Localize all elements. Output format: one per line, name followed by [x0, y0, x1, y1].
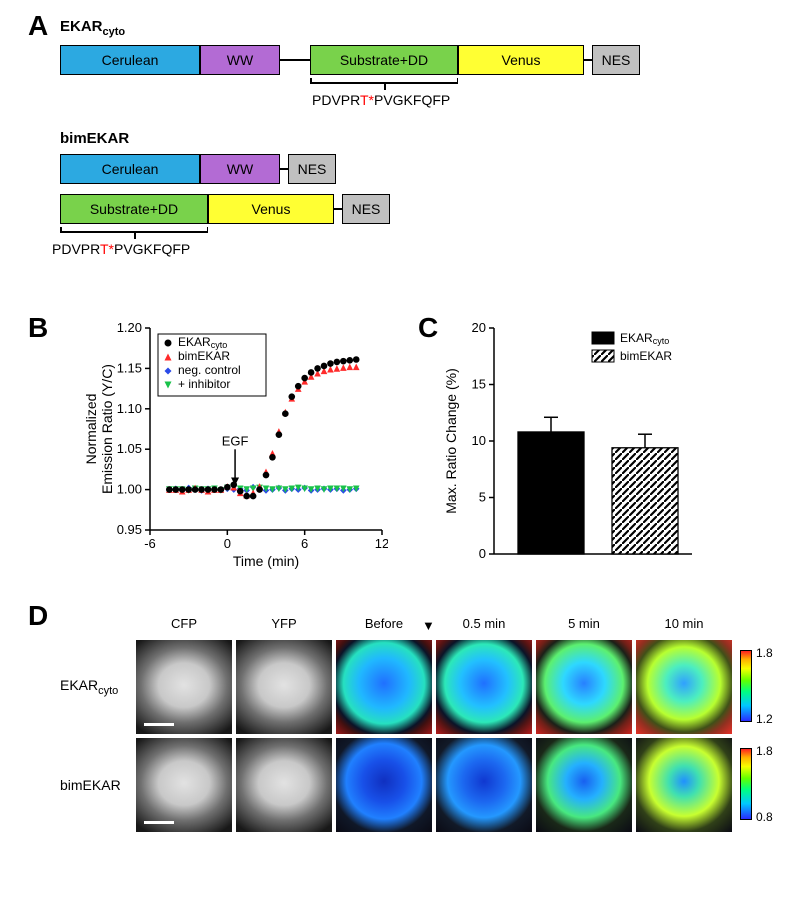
construct1-row: CeruleanWW Substrate+DDVenus NES: [60, 44, 760, 76]
construct2-title: bimEKAR: [60, 130, 760, 147]
domain-cerulean: Cerulean: [60, 154, 200, 184]
colorbar: 1.8 0.8: [740, 748, 780, 848]
svg-text:5: 5: [479, 490, 486, 505]
linker: [280, 168, 288, 170]
panel-label-c: C: [418, 312, 438, 344]
svg-text:bimEKAR: bimEKAR: [620, 349, 672, 363]
linker: [334, 208, 342, 210]
d-image-ratio: [536, 738, 632, 832]
svg-text:0: 0: [224, 536, 231, 551]
svg-text:20: 20: [472, 320, 486, 335]
linker: [584, 59, 592, 61]
linker: [280, 59, 310, 61]
svg-text:Normalized: Normalized: [83, 394, 99, 465]
svg-text:1.05: 1.05: [117, 441, 142, 456]
domain-cerulean: Cerulean: [60, 45, 200, 75]
panel-a-constructs: EKARcytoCeruleanWWSubstrate+DDVenusNES P…: [60, 18, 760, 261]
d-col-header: 10 min: [636, 616, 732, 636]
scalebar: [144, 821, 174, 824]
domain-venus: Venus: [458, 45, 584, 75]
panel-d-images: CFPYFPBefore▼0.5 min5 min10 min EKARcyto: [60, 616, 780, 832]
d-image-ratio: [436, 738, 532, 832]
d-col-header: ▼0.5 min: [436, 616, 532, 636]
d-image-ratio: [336, 640, 432, 734]
svg-text:-6: -6: [144, 536, 156, 551]
svg-text:1.10: 1.10: [117, 401, 142, 416]
d-image-gray: [236, 738, 332, 832]
svg-text:12: 12: [375, 536, 388, 551]
svg-text:0: 0: [479, 546, 486, 561]
panel-c-bar-chart: 0 5 10 15 20 Max. Ratio Change (%) EKARcyto bim…: [440, 320, 700, 572]
svg-text:Emission Ratio (Y/C): Emission Ratio (Y/C): [99, 364, 115, 494]
d-col-header: 5 min: [536, 616, 632, 636]
panel-d-grid: CFPYFPBefore▼0.5 min5 min10 min EKARcyto: [60, 616, 780, 832]
scalebar: [144, 723, 174, 726]
svg-text:+ inhibitor: + inhibitor: [178, 377, 230, 391]
construct2-sequence: PDVPRT*PVGKFQFP: [60, 227, 760, 261]
svg-text:1.00: 1.00: [117, 482, 142, 497]
d-row-label: EKARcyto: [60, 677, 132, 697]
domain-venus: Venus: [208, 194, 334, 224]
d-image-ratio: [536, 640, 632, 734]
d-image-ratio: [636, 738, 732, 832]
svg-text:EKARcyto: EKARcyto: [620, 331, 669, 346]
panel-label-b: B: [28, 312, 48, 344]
d-image-gray: [136, 738, 232, 832]
domain-substrate+dd: Substrate+DD: [310, 45, 458, 75]
svg-text:1.15: 1.15: [117, 360, 142, 375]
svg-text:1.20: 1.20: [117, 320, 142, 335]
colorbar: 1.8 1.2: [740, 650, 780, 750]
svg-text:neg. control: neg. control: [178, 363, 241, 377]
domain-nes: NES: [342, 194, 390, 224]
d-image-gray: [236, 640, 332, 734]
svg-text:Max. Ratio Change (%): Max. Ratio Change (%): [443, 368, 459, 514]
d-col-header: CFP: [136, 616, 232, 636]
svg-text:15: 15: [472, 377, 486, 392]
svg-text:0.95: 0.95: [117, 522, 142, 537]
d-image-ratio: [336, 738, 432, 832]
d-image-ratio: [436, 640, 532, 734]
svg-text:bimEKAR: bimEKAR: [178, 349, 230, 363]
domain-nes: NES: [592, 45, 640, 75]
d-row-label: bimEKAR: [60, 777, 132, 793]
svg-text:6: 6: [301, 536, 308, 551]
domain-substrate+dd: Substrate+DD: [60, 194, 208, 224]
d-image-ratio: [636, 640, 732, 734]
panel-label-a: A: [28, 10, 48, 42]
domain-ww: WW: [200, 154, 280, 184]
d-col-header: Before: [336, 616, 432, 636]
d-image-gray: [136, 640, 232, 734]
panel-b-timecourse-chart: -6 0 6 12 0.95 1.00 1.05 1.10 1.15 1.20 Time (min)…: [82, 320, 388, 572]
d-col-header: YFP: [236, 616, 332, 636]
panel-label-d: D: [28, 600, 48, 632]
construct2-row1: CeruleanWW NES: [60, 153, 760, 185]
construct1-title: EKARcyto: [60, 18, 760, 38]
svg-text:Time (min): Time (min): [233, 553, 299, 569]
svg-text:EGF: EGF: [222, 433, 249, 448]
domain-ww: WW: [200, 45, 280, 75]
domain-nes: NES: [288, 154, 336, 184]
svg-text:10: 10: [472, 433, 486, 448]
construct1-sequence: PDVPRT*PVGKFQFP: [60, 78, 760, 112]
construct2-row2: Substrate+DDVenus NES: [60, 193, 760, 225]
